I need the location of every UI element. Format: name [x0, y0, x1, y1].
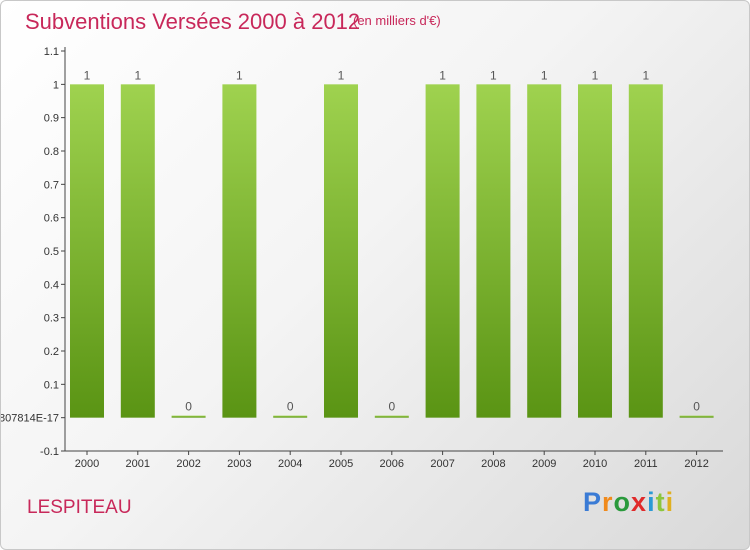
- data-label: 1: [338, 68, 345, 82]
- x-tick-label: 2008: [481, 458, 505, 470]
- x-tick-label: 2004: [278, 458, 302, 470]
- bars: [70, 84, 714, 418]
- bar: [120, 84, 155, 418]
- bar: [171, 415, 206, 418]
- x-tick-label: 2011: [634, 458, 658, 470]
- bar: [527, 84, 562, 418]
- y-tick-label: 0.4: [44, 279, 59, 291]
- bar: [628, 84, 663, 418]
- y-tick-label: 0.6: [44, 213, 59, 225]
- bar: [476, 84, 511, 418]
- x-tick-label: 2007: [430, 458, 454, 470]
- x-tick-label: 2009: [532, 458, 556, 470]
- x-tick-label: 2005: [329, 458, 353, 470]
- data-label: 1: [439, 68, 446, 82]
- y-tick-label: 0.2: [44, 346, 59, 358]
- x-tick-label: 2000: [75, 458, 99, 470]
- bar: [578, 84, 612, 418]
- logo-letter: x: [631, 487, 648, 517]
- y-tick-label: 0.7: [44, 179, 59, 191]
- data-label: 0: [388, 400, 395, 414]
- logo-letter: t: [655, 487, 666, 517]
- chart-title: Subventions Versées 2000 à 2012: [25, 9, 361, 34]
- axes: [64, 47, 723, 452]
- data-label: 0: [287, 400, 294, 414]
- y-tick-label: 0.3: [44, 313, 59, 325]
- y-tick-label: 0.1: [44, 379, 59, 391]
- bar: [374, 415, 409, 418]
- y-tick-label: 1: [53, 79, 59, 91]
- logo-letter: P: [583, 487, 603, 517]
- data-label: 1: [236, 68, 243, 82]
- proxiti-logo: Proxiti: [583, 487, 674, 518]
- bar: [324, 84, 358, 418]
- x-tick-label: 2001: [126, 458, 150, 470]
- y-tick-label: 0.8: [44, 146, 59, 158]
- tick-labels: -0.1 1.3877787807814E-17 0.1 0.2 0.3 0.4 0.5 0.…: [1, 46, 709, 470]
- bar: [222, 84, 257, 418]
- data-labels: 1 1 0 1 0 1 0 1 1 1 1 1 0: [84, 68, 701, 413]
- data-label: 1: [541, 68, 548, 82]
- chart-unit: (en milliers d'€): [353, 13, 441, 28]
- logo-letter: i: [665, 487, 675, 517]
- x-tick-label: 2010: [583, 458, 607, 470]
- x-tick-label: 2006: [380, 458, 404, 470]
- bar: [273, 415, 308, 418]
- data-label: 1: [84, 68, 91, 82]
- data-label: 1: [134, 68, 141, 82]
- data-label: 1: [642, 68, 649, 82]
- y-tick-label: 1.1: [44, 46, 59, 58]
- logo-letter: r: [602, 487, 614, 517]
- data-label: 1: [490, 68, 497, 82]
- logo-letter: o: [613, 487, 632, 517]
- data-label: 0: [185, 400, 192, 414]
- y-tick-label: 0.9: [44, 113, 59, 125]
- data-label: 0: [693, 400, 700, 414]
- bar: [679, 415, 714, 418]
- x-tick-label: 2003: [227, 458, 251, 470]
- y-tick-label: 1.3877787807814E-17: [1, 413, 59, 425]
- bar: [70, 84, 104, 418]
- logo-letter: i: [647, 487, 656, 517]
- data-label: 1: [592, 68, 599, 82]
- x-tick-label: 2002: [176, 458, 200, 470]
- commune-name: LESPITEAU: [27, 497, 132, 518]
- x-tick-label: 2012: [684, 458, 708, 470]
- y-tick-label: 0.5: [44, 246, 59, 258]
- bar: [425, 84, 460, 418]
- y-tick-label: -0.1: [40, 446, 59, 458]
